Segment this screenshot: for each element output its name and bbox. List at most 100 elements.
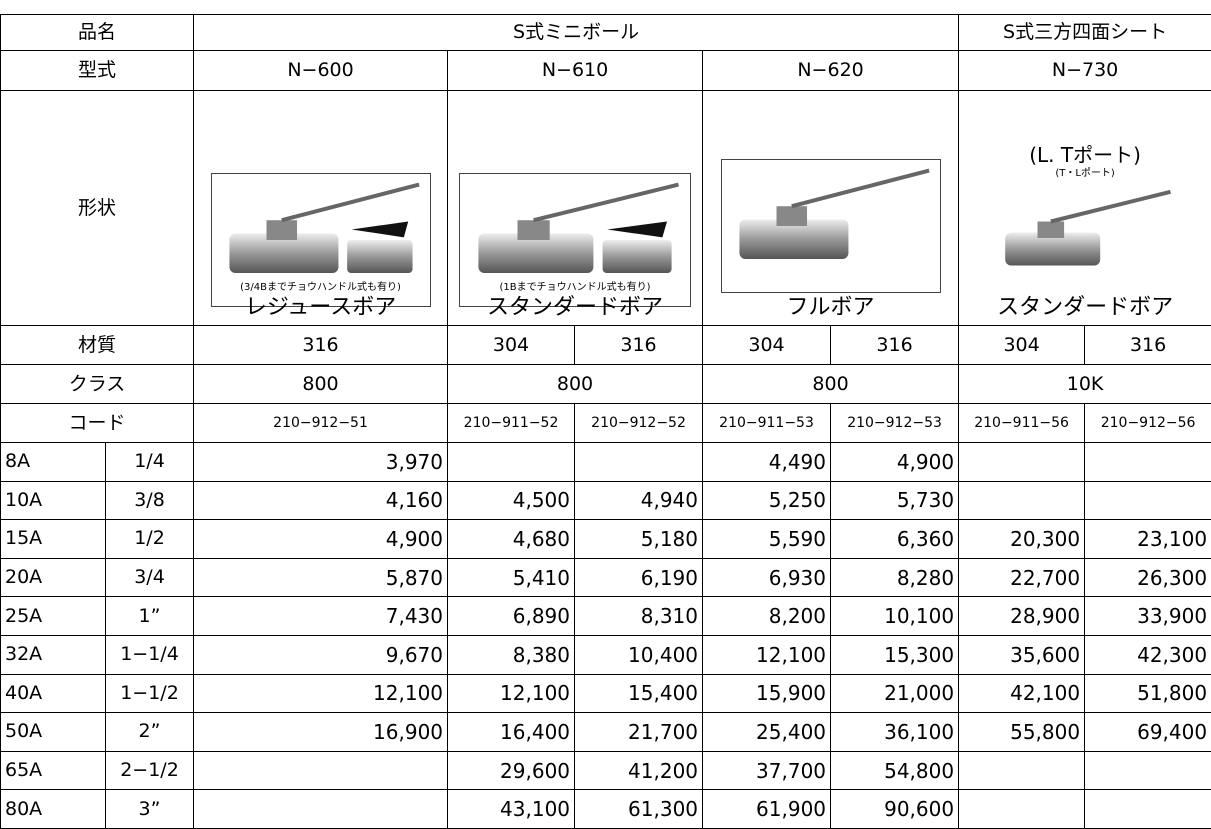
price <box>1085 790 1211 829</box>
header-cell: S式ミニボール <box>194 15 959 51</box>
valve-photo <box>990 183 1180 293</box>
price: 12,100 <box>703 635 831 674</box>
price: 55,800 <box>959 713 1085 752</box>
price: 16,400 <box>448 713 575 752</box>
price: 8,310 <box>575 597 703 636</box>
price: 41,200 <box>575 751 703 790</box>
price: 26,300 <box>1085 558 1211 597</box>
size-inch: 2” <box>106 713 194 752</box>
bore-type: フルボア <box>707 297 954 319</box>
bore-type: レジュースボア <box>198 297 443 319</box>
photo-note: (1Bまでチョウハンドル式も有り) <box>452 283 698 293</box>
size-a: 10A <box>1 481 106 520</box>
size-a: 20A <box>1 558 106 597</box>
header-cell: 10K <box>959 365 1211 404</box>
price: 4,490 <box>703 443 831 482</box>
row-label: 材質 <box>1 326 194 365</box>
shape-row: 形状 (3/4Bまでチョウハンドル式も有り)レジュースボア (1Bまでチョウハン… <box>1 91 1211 326</box>
header-cell: 304 <box>703 326 831 365</box>
header-cell: N−610 <box>448 51 703 91</box>
row-label: コード <box>1 404 194 443</box>
size-inch: 3/8 <box>106 481 194 520</box>
price: 10,400 <box>575 635 703 674</box>
header-cell: 316 <box>1085 326 1211 365</box>
valve-photo <box>721 159 941 293</box>
price: 6,930 <box>703 558 831 597</box>
price: 5,870 <box>194 558 448 597</box>
price: 8,280 <box>831 558 959 597</box>
row-label: 品名 <box>1 15 194 51</box>
price <box>959 443 1085 482</box>
price: 42,100 <box>959 674 1085 713</box>
price <box>575 443 703 482</box>
price: 12,100 <box>448 674 575 713</box>
size-inch: 1/4 <box>106 443 194 482</box>
price: 54,800 <box>831 751 959 790</box>
port-label: (L. Tポート) <box>963 145 1207 165</box>
price: 9,670 <box>194 635 448 674</box>
price: 4,500 <box>448 481 575 520</box>
price: 4,160 <box>194 481 448 520</box>
photo-note: (T・Lポート) <box>963 169 1207 179</box>
price: 3,970 <box>194 443 448 482</box>
price <box>1085 443 1211 482</box>
price: 37,700 <box>703 751 831 790</box>
price: 10,100 <box>831 597 959 636</box>
price: 4,900 <box>831 443 959 482</box>
price <box>194 751 448 790</box>
photo-note: (3/4Bまでチョウハンドル式も有り) <box>198 283 443 293</box>
price: 51,800 <box>1085 674 1211 713</box>
size-a: 32A <box>1 635 106 674</box>
shape-cell: (L. Tポート)(T・Lポート) スタンダードボア <box>959 91 1211 326</box>
price: 5,410 <box>448 558 575 597</box>
size-a: 40A <box>1 674 106 713</box>
price: 22,700 <box>959 558 1085 597</box>
header-cell: 800 <box>448 365 703 404</box>
price: 8,200 <box>703 597 831 636</box>
size-a: 25A <box>1 597 106 636</box>
size-inch: 1−1/4 <box>106 635 194 674</box>
header-cell: N−620 <box>703 51 959 91</box>
size-inch: 1/2 <box>106 520 194 559</box>
price <box>448 443 575 482</box>
price: 6,360 <box>831 520 959 559</box>
size-a: 50A <box>1 713 106 752</box>
price: 16,900 <box>194 713 448 752</box>
price: 15,300 <box>831 635 959 674</box>
shape-cell: (1Bまでチョウハンドル式も有り) スタンダードボア <box>448 91 703 326</box>
row-label: 型式 <box>1 51 194 91</box>
price: 4,680 <box>448 520 575 559</box>
price <box>959 481 1085 520</box>
size-a: 8A <box>1 443 106 482</box>
size-a: 15A <box>1 520 106 559</box>
price: 4,900 <box>194 520 448 559</box>
price <box>959 790 1085 829</box>
price: 5,590 <box>703 520 831 559</box>
price: 6,890 <box>448 597 575 636</box>
size-inch: 1−1/2 <box>106 674 194 713</box>
price: 5,180 <box>575 520 703 559</box>
size-inch: 3/4 <box>106 558 194 597</box>
price: 42,300 <box>1085 635 1211 674</box>
header-cell: N−600 <box>194 51 448 91</box>
price: 8,380 <box>448 635 575 674</box>
price: 21,000 <box>831 674 959 713</box>
bore-type: スタンダードボア <box>452 297 698 319</box>
price: 33,900 <box>1085 597 1211 636</box>
price <box>194 790 448 829</box>
price: 61,900 <box>703 790 831 829</box>
header-cell: 210−911−56 <box>959 404 1085 443</box>
size-inch: 3” <box>106 790 194 829</box>
